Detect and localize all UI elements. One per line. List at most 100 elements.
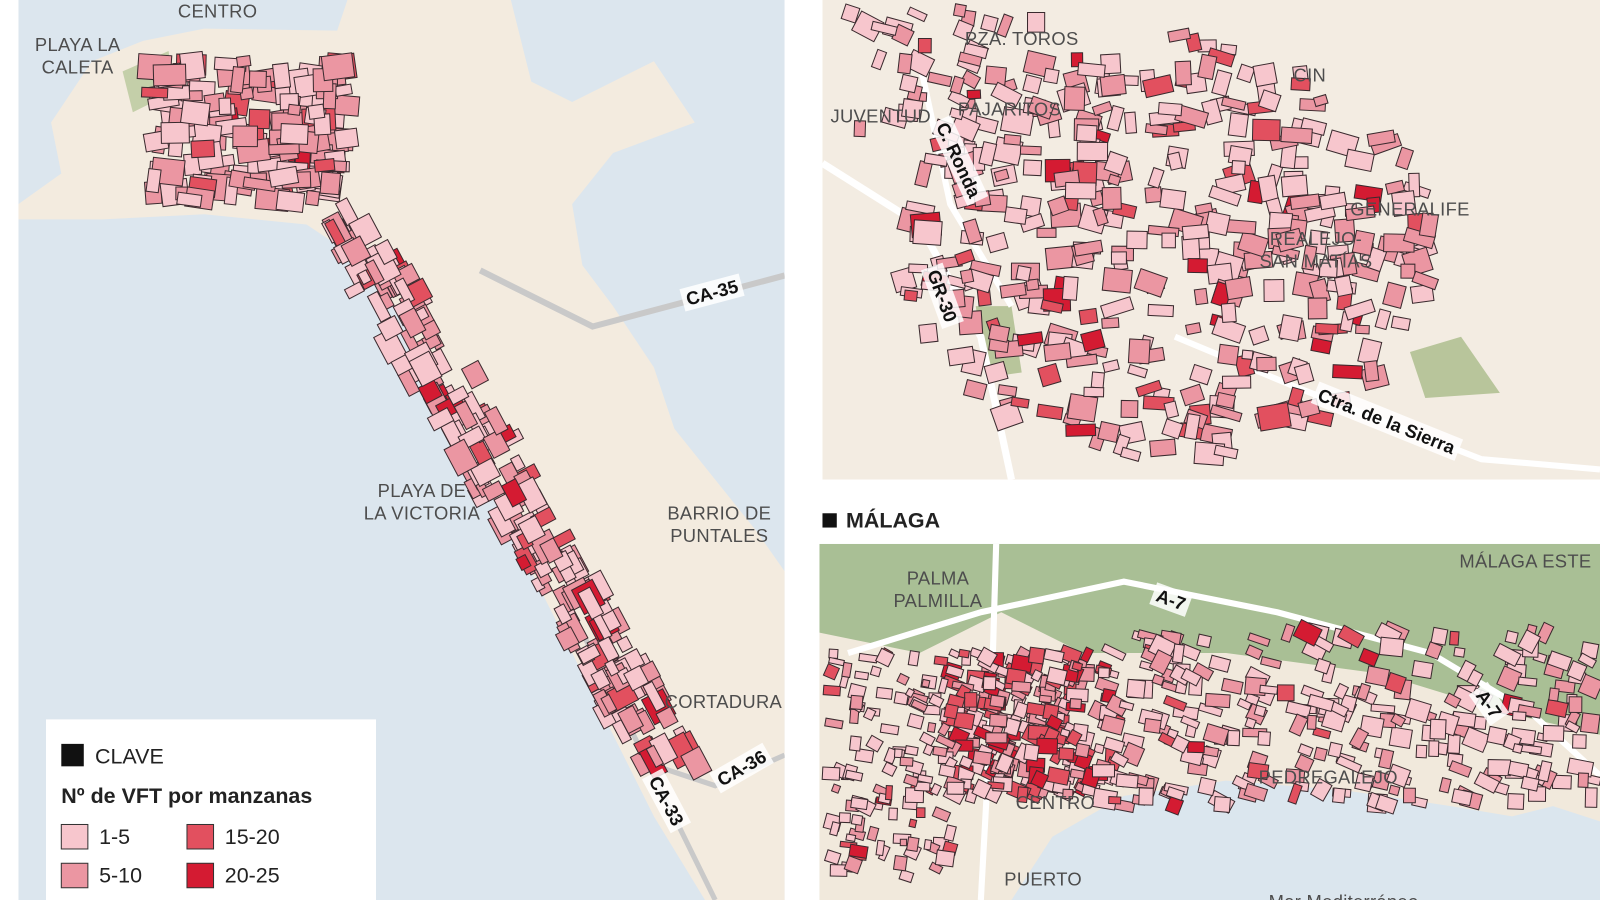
block <box>1143 717 1162 734</box>
block <box>985 231 1009 254</box>
block <box>898 868 915 884</box>
block <box>1061 275 1079 301</box>
block <box>1076 141 1109 162</box>
block <box>997 384 1018 398</box>
block <box>334 83 353 97</box>
block <box>1275 227 1305 253</box>
block <box>1107 173 1122 187</box>
malaga-map <box>819 543 1600 900</box>
block <box>179 99 211 127</box>
block <box>1496 665 1523 693</box>
block <box>271 62 292 90</box>
block <box>1123 111 1138 134</box>
block <box>1568 696 1583 714</box>
block <box>848 735 862 752</box>
block <box>232 125 259 148</box>
block <box>854 670 870 681</box>
block <box>1237 230 1270 258</box>
block <box>1162 694 1188 712</box>
block <box>1259 684 1279 695</box>
block <box>1366 129 1396 147</box>
block <box>1206 47 1236 68</box>
block <box>275 189 306 214</box>
block <box>319 171 342 196</box>
block <box>1065 728 1083 747</box>
block <box>1288 713 1309 737</box>
block <box>1246 762 1270 781</box>
place-label: CENTRO <box>178 0 257 21</box>
block <box>1466 668 1484 688</box>
block <box>1293 362 1315 386</box>
block <box>1147 166 1165 189</box>
block <box>1184 322 1202 336</box>
block <box>1080 328 1106 353</box>
block <box>830 783 842 794</box>
block <box>1126 230 1148 250</box>
place-label: PUERTO <box>1004 869 1082 890</box>
block <box>1022 159 1043 177</box>
block <box>921 678 931 689</box>
block <box>1097 420 1121 444</box>
block <box>1063 86 1086 111</box>
block <box>1170 734 1191 754</box>
block <box>1187 257 1208 274</box>
block <box>848 843 869 859</box>
block <box>1058 747 1075 761</box>
block <box>1236 63 1256 84</box>
block <box>1147 303 1175 318</box>
block <box>948 107 965 121</box>
place-label: CIN <box>1294 65 1327 86</box>
block <box>1391 190 1417 217</box>
block <box>929 782 943 797</box>
block <box>1062 788 1074 800</box>
block <box>1430 626 1449 646</box>
block <box>1382 281 1407 309</box>
block <box>167 141 184 158</box>
block <box>1163 400 1180 419</box>
block <box>1512 742 1524 755</box>
block <box>1022 74 1043 95</box>
block <box>364 259 385 285</box>
block <box>1027 646 1046 665</box>
block <box>1535 621 1555 645</box>
place-label: PLAYA DE <box>378 480 467 501</box>
place-label: GENERALIFE <box>1350 198 1469 219</box>
block <box>1138 787 1154 806</box>
block <box>1257 730 1272 747</box>
road-label-bg <box>920 262 964 329</box>
block <box>1189 363 1213 386</box>
block <box>943 824 957 842</box>
place-label: PZA. TOROS <box>965 28 1079 49</box>
block <box>1165 786 1185 802</box>
block <box>1292 618 1323 647</box>
block <box>176 191 203 208</box>
block <box>1065 423 1097 437</box>
place-label: BARRIO DE <box>667 502 771 523</box>
block <box>1244 716 1257 730</box>
legend-swatch <box>60 862 89 889</box>
block <box>912 219 943 246</box>
block <box>922 743 935 757</box>
block <box>843 855 863 875</box>
block <box>1418 212 1440 238</box>
block <box>1213 795 1232 813</box>
block <box>617 704 645 735</box>
block <box>853 120 867 138</box>
block <box>1378 748 1395 770</box>
place-label: PUNTALES <box>670 525 768 546</box>
block <box>1220 96 1247 111</box>
block <box>1473 771 1501 794</box>
block <box>1374 308 1392 331</box>
block <box>964 692 978 708</box>
block <box>1542 724 1565 742</box>
block <box>903 289 919 302</box>
block <box>1344 148 1375 173</box>
block <box>850 813 864 826</box>
block <box>1097 667 1110 679</box>
block <box>906 712 925 730</box>
block <box>985 732 1008 744</box>
place-label: LA VICTORIA <box>364 502 481 523</box>
block <box>1069 768 1085 780</box>
block <box>1167 27 1192 43</box>
